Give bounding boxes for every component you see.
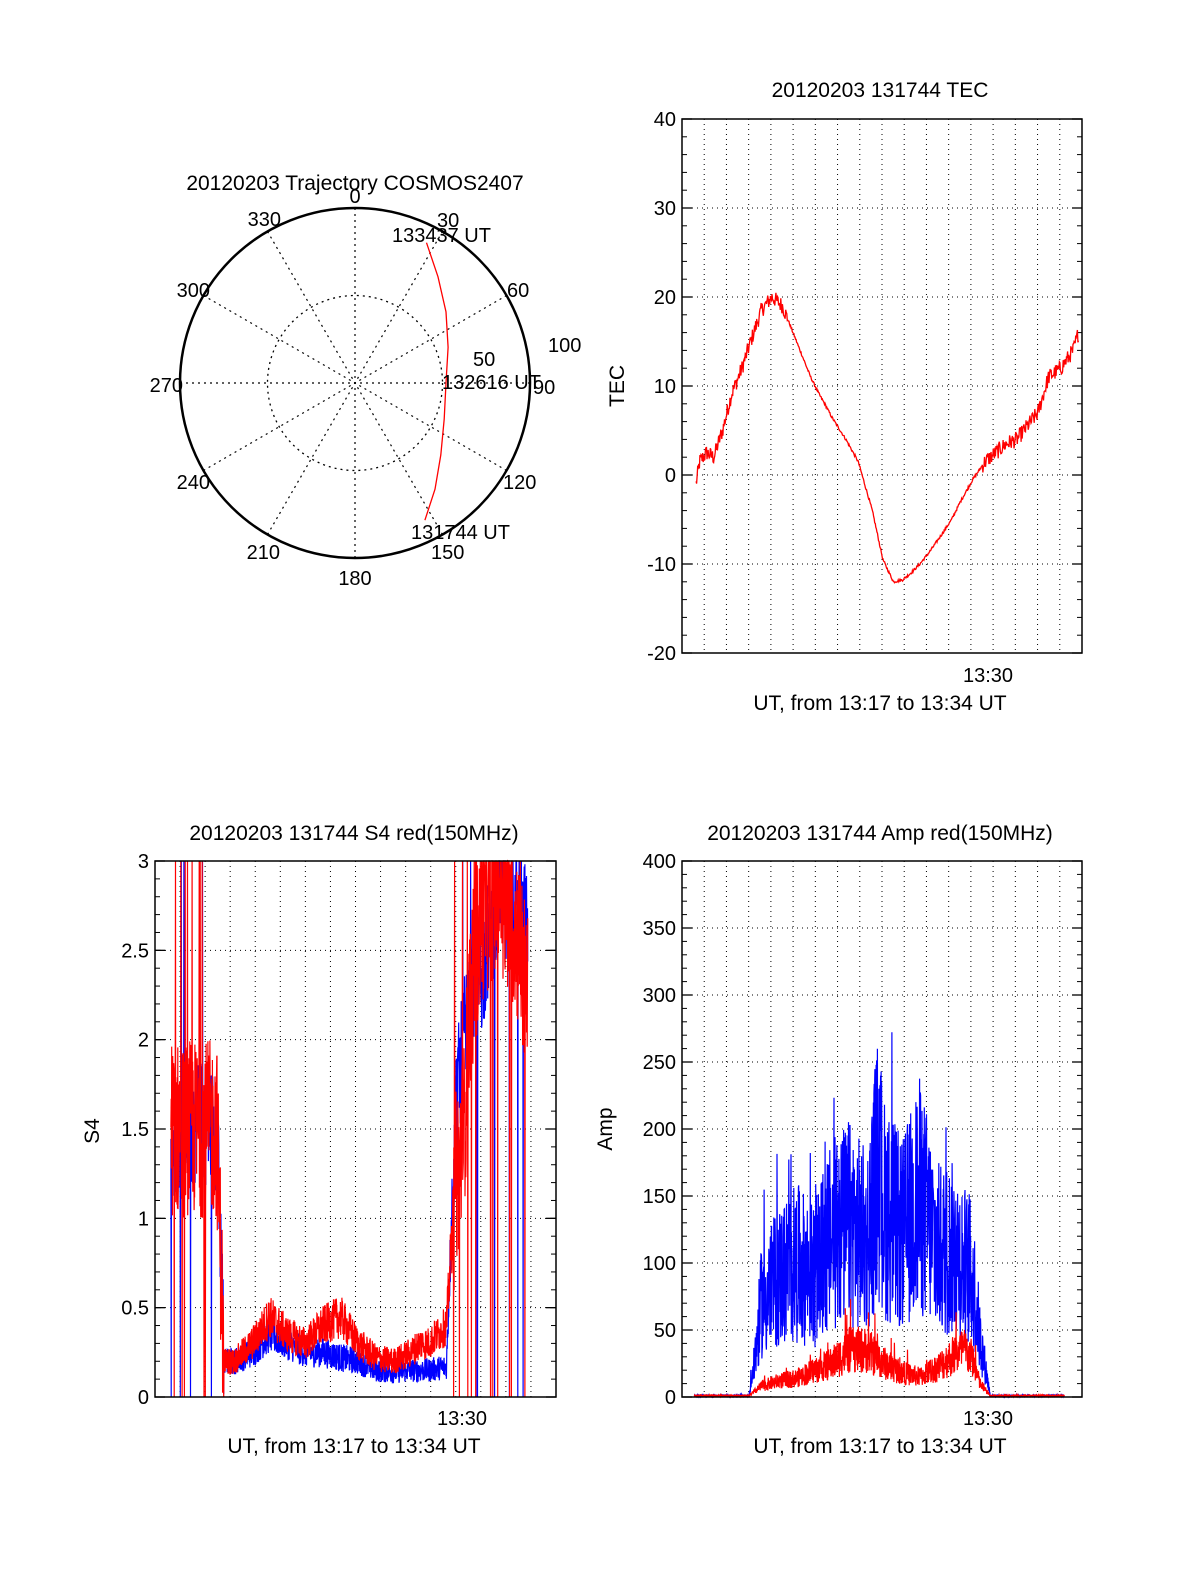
polar-trajectory-line	[424, 242, 449, 521]
y-tick-label: 100	[643, 1253, 676, 1275]
tec-x-tick-label: 13:30	[963, 665, 1013, 687]
y-tick-label: -10	[647, 554, 676, 576]
y-tick-label: 10	[654, 376, 676, 398]
amp-title: 20120203 131744 Amp red(150MHz)	[707, 822, 1053, 845]
y-tick-label: 150	[643, 1186, 676, 1208]
amp-y-axis-label: Amp	[594, 1107, 617, 1150]
y-tick-label: 50	[654, 1320, 676, 1342]
s4-red-series-line	[170, 859, 529, 1398]
mid-time-label: 132616 UT	[442, 372, 541, 394]
polar-title: 20120203 Trajectory COSMOS2407	[186, 172, 523, 195]
tec-title: 20120203 131744 TEC	[772, 79, 989, 102]
amp-x-axis-label: UT, from 13:17 to 13:34 UT	[753, 1435, 1006, 1458]
s4-x-axis-label: UT, from 13:17 to 13:34 UT	[227, 1435, 480, 1458]
y-tick-label: 1	[138, 1208, 149, 1230]
amp-x-tick-label: 13:30	[963, 1408, 1013, 1430]
amp-plot-frame	[681, 860, 1083, 1398]
tec-grid	[682, 119, 1082, 653]
y-tick-label: 30	[654, 198, 676, 220]
y-tick-label: 2.5	[121, 940, 149, 962]
polar-radius-label-50: 50	[473, 349, 495, 371]
polar-azimuth-label: 330	[248, 209, 281, 231]
tec-series-line	[695, 292, 1080, 584]
y-tick-label: 350	[643, 918, 676, 940]
polar-azimuth-label: 120	[503, 472, 536, 494]
polar-azimuth-label: 240	[177, 472, 210, 494]
polar-spokes	[180, 208, 530, 558]
tec-x-axis-label: UT, from 13:17 to 13:34 UT	[753, 692, 1006, 715]
y-tick-label: 40	[654, 109, 676, 131]
s4-x-tick-label: 13:30	[437, 1408, 487, 1430]
end-time-label: 133437 UT	[392, 225, 491, 247]
polar-radius-label-100: 100	[548, 335, 581, 357]
y-tick-label: 250	[643, 1052, 676, 1074]
y-tick-label: 0	[665, 465, 676, 487]
s4-y-axis-label: S4	[81, 1118, 104, 1144]
polar-azimuth-label: 300	[177, 280, 210, 302]
polar-spoke	[266, 231, 444, 535]
amp-y-ticks: 0 50 100 150 200 250 300 350 400	[643, 851, 1082, 1409]
s4-grid	[155, 861, 556, 1397]
y-tick-label: 2	[138, 1030, 149, 1052]
amp-red-series-line	[693, 1298, 1065, 1399]
polar-azimuth-label: 30	[437, 210, 459, 232]
s4-title: 20120203 131744 S4 red(150MHz)	[189, 822, 518, 845]
y-tick-label: 0.5	[121, 1298, 149, 1320]
y-tick-label: 300	[643, 985, 676, 1007]
s4-plot-frame	[154, 860, 557, 1398]
amp-chart: 20120203 131744 Amp red(150MHz) 0 50 100 15…	[594, 822, 1083, 1458]
polar-azimuth-label: 210	[247, 542, 280, 564]
y-tick-label: 400	[643, 851, 676, 873]
s4-chart: 20120203 131744 S4 red(150MHz) 0 0.5 1 1.5 2…	[81, 822, 557, 1458]
polar-inner-ring	[266, 294, 444, 472]
polar-azimuth-label: 90	[533, 377, 555, 399]
s4-y-ticks: 0 0.5 1 1.5 2 2.5 3	[121, 851, 556, 1409]
polar-azimuth-labels: 0 30 60 90 120 150 180 210 240 270 300 330	[150, 186, 556, 590]
y-tick-label: -20	[647, 643, 676, 665]
y-tick-label: 3	[138, 851, 149, 873]
amp-blue-series-line	[693, 1032, 1065, 1399]
polar-azimuth-label: 180	[338, 568, 371, 590]
polar-azimuth-label: 150	[431, 542, 464, 564]
y-tick-label: 0	[138, 1387, 149, 1409]
tec-plot-frame	[681, 118, 1083, 654]
start-time-label: 131744 UT	[411, 522, 510, 544]
tec-y-axis-label: TEC	[606, 365, 629, 407]
polar-azimuth-label: 270	[150, 375, 183, 397]
tec-y-ticks: -20 -10 0 10 20 30 40	[647, 109, 1082, 665]
polar-azimuth-label: 0	[349, 186, 360, 208]
tec-chart: 20120203 131744 TEC -20 -10 0 10 20 30 40 13:3…	[606, 79, 1083, 715]
y-tick-label: 200	[643, 1119, 676, 1141]
y-tick-label: 20	[654, 287, 676, 309]
y-tick-label: 0	[665, 1387, 676, 1409]
y-tick-label: 1.5	[121, 1119, 149, 1141]
trajectory-polar-plot: 20120203 Trajectory COSMOS2407 0 30 60 90 12…	[150, 172, 582, 590]
polar-azimuth-label: 60	[507, 280, 529, 302]
